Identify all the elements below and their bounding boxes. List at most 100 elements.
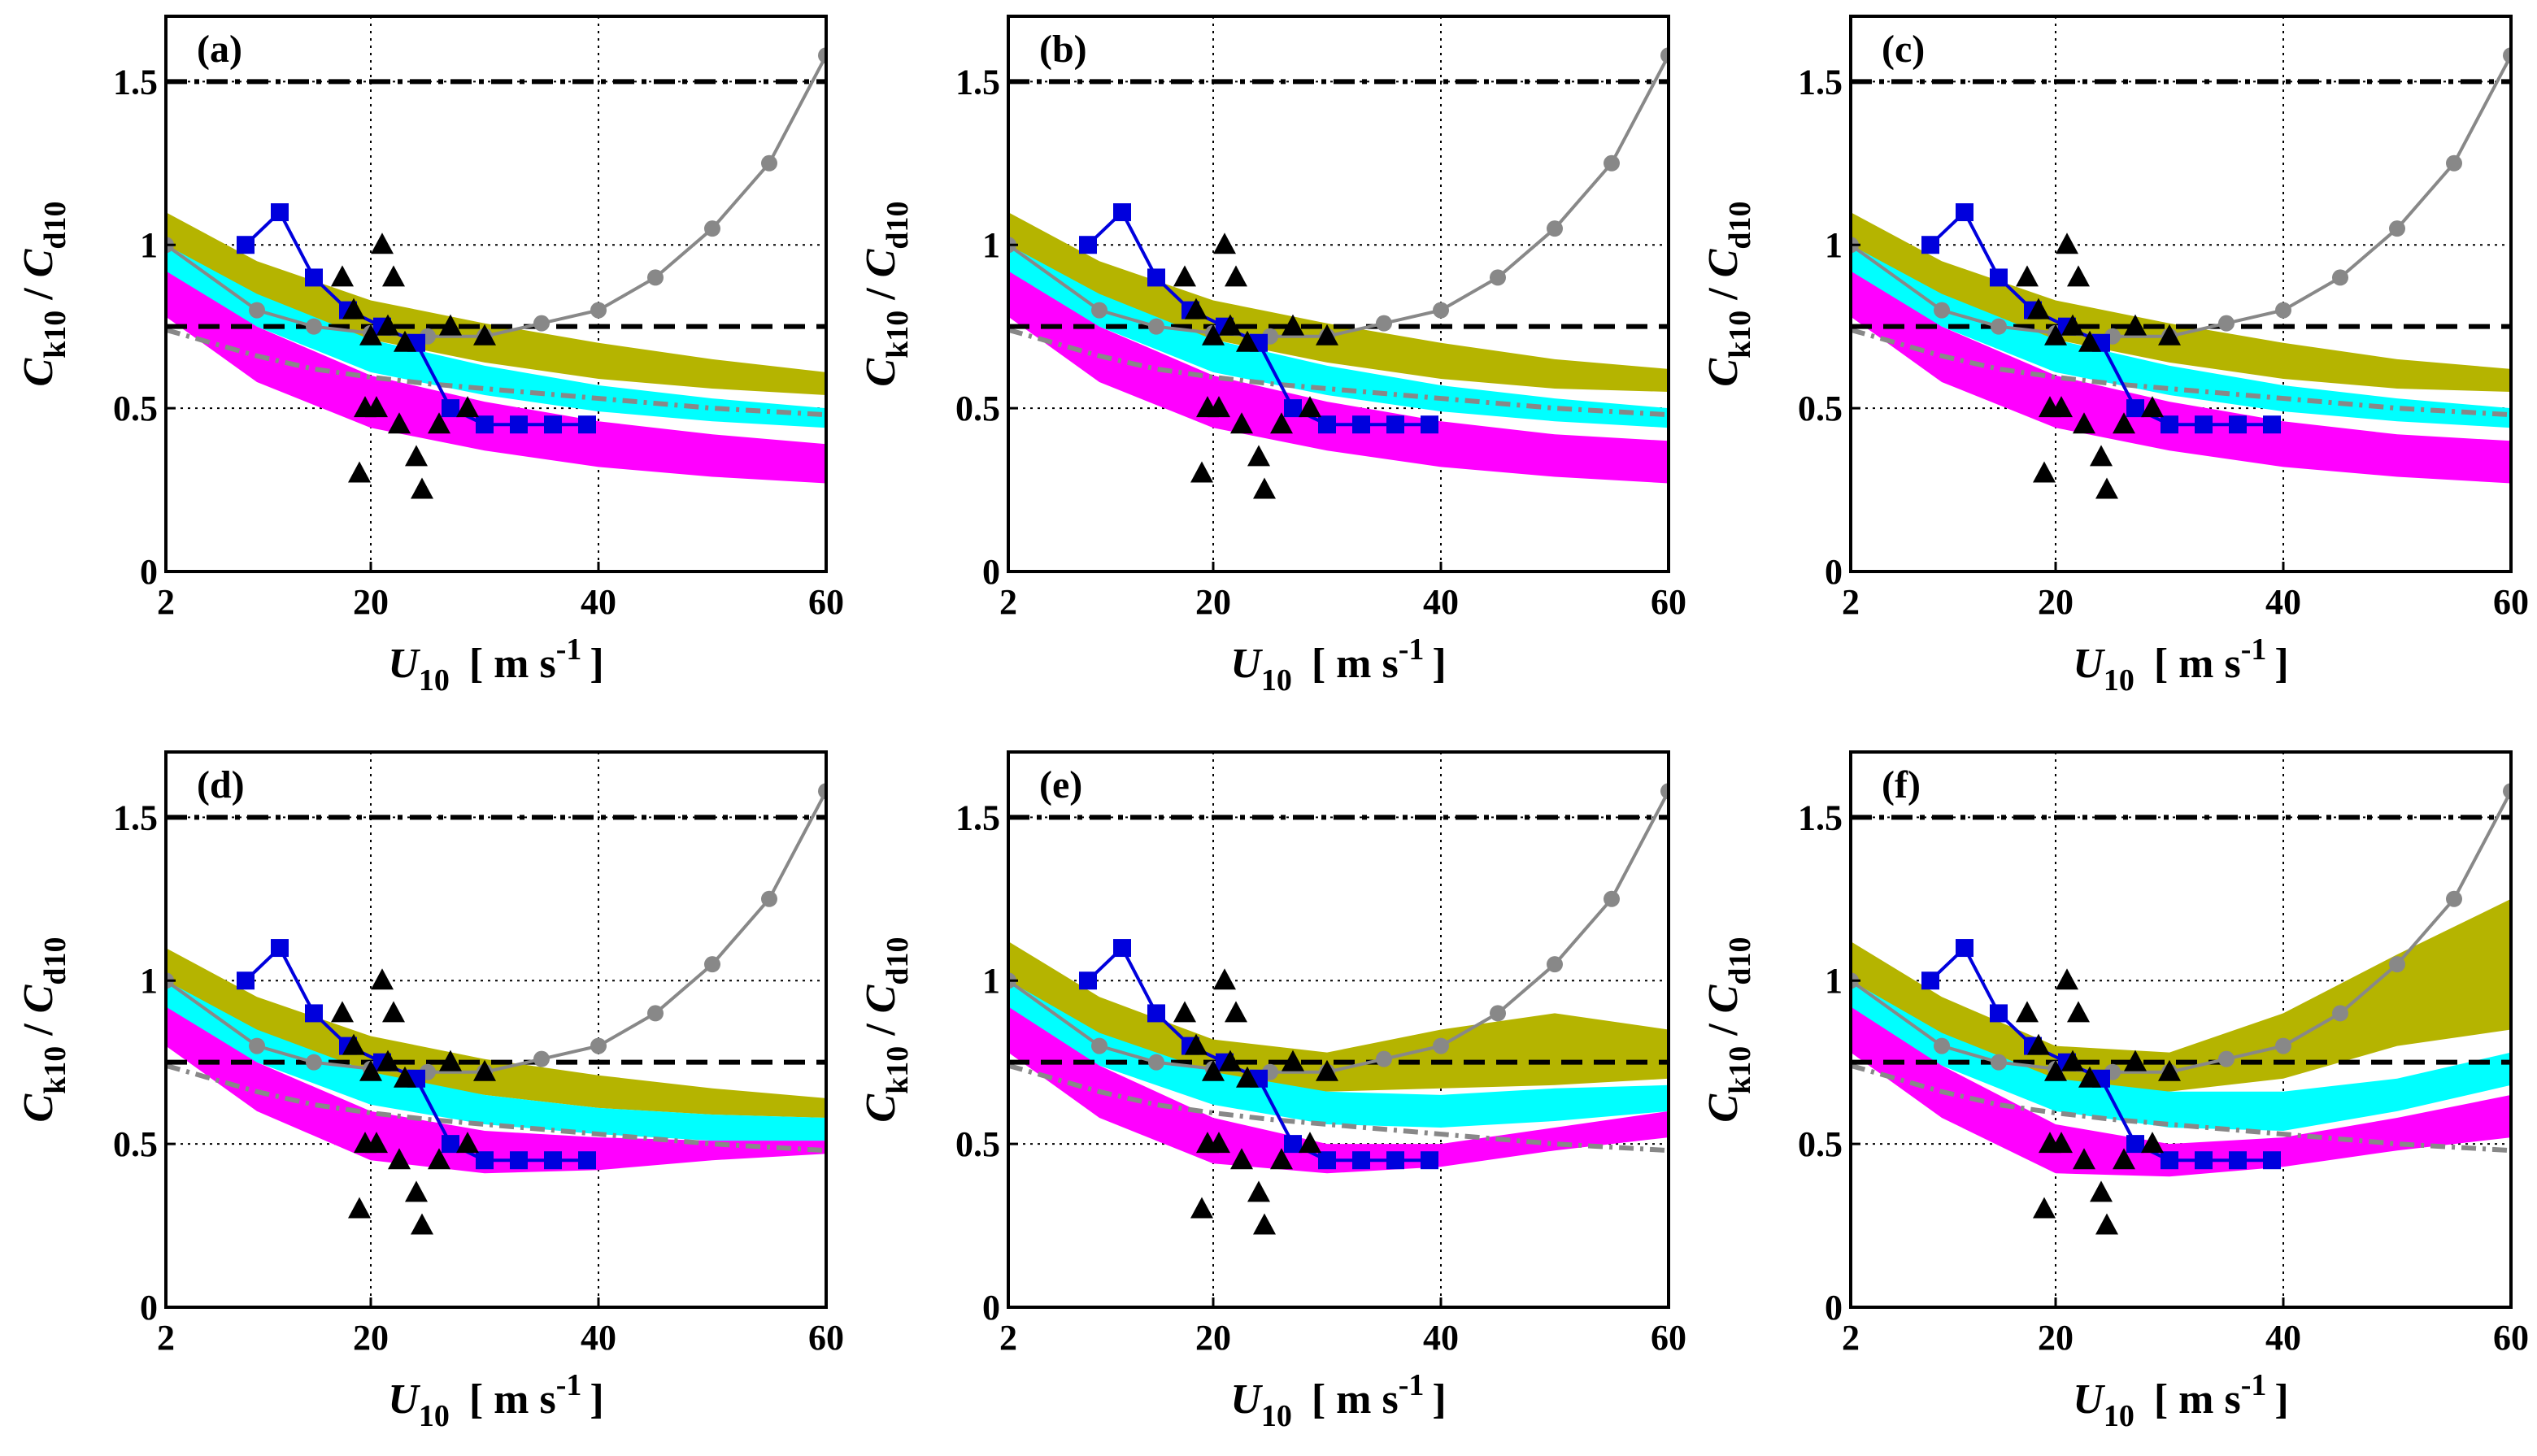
gray-series-point	[306, 318, 322, 335]
triangle-point	[456, 1132, 479, 1154]
gray-series-point	[2332, 269, 2348, 286]
panel-label: (c)	[1882, 28, 1925, 71]
blue-series-point	[1386, 415, 1404, 434]
x-tick-label: 20	[353, 582, 389, 622]
triangle-point	[1213, 968, 1236, 990]
x-tick-label: 60	[2493, 1318, 2529, 1358]
blue-series-point	[1956, 203, 1973, 222]
x-tick-label: 20	[353, 1318, 389, 1358]
y-tick-label: 1.5	[1798, 62, 1843, 102]
blue-series-point	[1421, 415, 1438, 434]
band-lower	[166, 271, 826, 484]
triangle-point	[2090, 1180, 2113, 1202]
triangle-point	[359, 1059, 382, 1081]
triangle-point	[2056, 233, 2078, 254]
gray-series-point	[1991, 318, 2007, 335]
y-tick-label: 1	[1825, 225, 1843, 265]
gray-series-point	[647, 269, 664, 286]
gray-series-point	[2503, 47, 2511, 64]
triangle-point	[2124, 314, 2147, 336]
y-tick-label: 1.5	[955, 62, 1000, 102]
y-axis-title: Ck10 / Cd10	[1700, 201, 1757, 386]
blue-series-point	[510, 1151, 528, 1170]
gray-series-point	[761, 890, 777, 907]
plot-frame	[1849, 750, 2513, 1309]
x-axis-title: U10[ m s-1]	[1230, 632, 1446, 698]
y-tick-label: 1	[1825, 961, 1843, 1001]
triangle-point	[1219, 314, 1242, 336]
gray-series-point	[1376, 315, 1392, 332]
blue-series-point	[578, 415, 596, 434]
band-upper	[1851, 212, 2511, 392]
blue-series-point	[1113, 939, 1131, 958]
blue-series-point	[510, 415, 528, 434]
blue-series-point	[305, 1004, 323, 1023]
triangle-point	[382, 1001, 405, 1023]
band-middle	[1851, 980, 2511, 1131]
gray-series-point	[306, 1054, 322, 1071]
blue-series-point	[476, 415, 494, 434]
blue-series-point	[305, 268, 323, 287]
blue-series-point	[271, 939, 289, 958]
triangle-point	[2056, 968, 2078, 990]
gray-series-point	[2389, 220, 2405, 237]
triangle-point	[473, 324, 496, 346]
triangle-point	[2044, 324, 2067, 346]
y-tick-label: 0.5	[1798, 1124, 1843, 1164]
triangle-point	[2090, 445, 2113, 467]
y-tick-label: 0	[140, 1288, 158, 1328]
gray-series-point	[2503, 783, 2511, 800]
gray-series-line	[166, 54, 826, 338]
blue-series-point	[1147, 1004, 1165, 1023]
triangle-point	[342, 1033, 365, 1055]
blue-series-point	[1921, 971, 1939, 990]
y-tick-label: 1.5	[113, 62, 158, 102]
triangle-point	[1185, 298, 1208, 319]
triangle-point	[388, 412, 411, 434]
gray-series-point	[590, 302, 607, 319]
gray-series-point	[1091, 1037, 1107, 1054]
x-axis-title: U10[ m s-1]	[388, 632, 603, 698]
triangle-point	[331, 265, 354, 287]
triangle-point	[382, 265, 405, 287]
triangle-point	[2027, 1033, 2050, 1055]
panel-e: 2 20 40 60 0 0.5 1 1.5 (e) U10[ m s-1] Ck10 / Cd10	[858, 750, 1686, 1433]
triangle-point	[2050, 396, 2073, 418]
plot-frame	[164, 750, 828, 1309]
blue-series-point	[1352, 415, 1370, 434]
gray-series-point	[533, 1050, 550, 1067]
triangle-point	[2050, 1132, 2073, 1154]
y-axis-title: Ck10 / Cd10	[15, 937, 72, 1122]
gray-series-point	[2332, 1005, 2348, 1022]
triangle-point	[2033, 1197, 2056, 1219]
band-upper	[166, 212, 826, 395]
triangle-point	[2113, 1148, 2135, 1170]
blue-series-point	[442, 1135, 459, 1154]
y-tick-label: 1	[982, 225, 1000, 265]
y-tick-label: 0	[982, 1288, 1000, 1328]
x-axis-title: U10[ m s-1]	[1230, 1368, 1446, 1433]
triangle-point	[411, 1213, 433, 1235]
triangle-point	[1270, 412, 1293, 434]
x-tick-label: 40	[1423, 582, 1459, 622]
triangle-point	[388, 1148, 411, 1170]
gray-series-point	[249, 1037, 265, 1054]
panel-label: (a)	[197, 28, 242, 71]
triangle-point	[1236, 330, 1259, 352]
gray-series-point	[1490, 1005, 1506, 1022]
triangle-point	[365, 1132, 388, 1154]
triangle-point	[1173, 265, 1196, 287]
blue-series-point	[2161, 1151, 2178, 1170]
gray-series-line	[1851, 790, 2511, 1074]
y-tick-label: 1	[140, 961, 158, 1001]
y-axis-title: Ck10 / Cd10	[15, 201, 72, 386]
gray-series-point	[1547, 956, 1563, 973]
triangle-point	[1253, 477, 1276, 499]
triangle-point	[2078, 1066, 2101, 1088]
panel-label: (b)	[1039, 28, 1087, 71]
triangle-point	[1247, 1180, 1270, 1202]
gray-series-point	[704, 956, 720, 973]
x-tick-label: 20	[2038, 582, 2074, 622]
triangle-point	[2067, 265, 2090, 287]
